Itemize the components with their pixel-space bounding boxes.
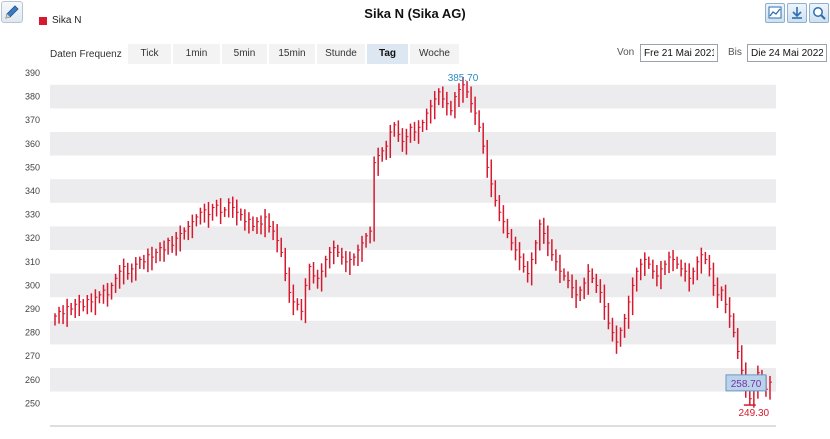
- frequency-label: Daten Frequenz: [50, 49, 122, 60]
- grid-band: [50, 179, 776, 203]
- grid-band: [50, 320, 776, 345]
- last-price-box: [725, 374, 767, 392]
- download-icon: [792, 7, 802, 19]
- y-tick-label: 270: [25, 351, 40, 361]
- low-label: 249.30: [739, 408, 770, 419]
- high-label: 385.70: [448, 73, 479, 84]
- tab-tick[interactable]: Tick: [128, 44, 171, 64]
- legend-label: Sika N: [52, 15, 82, 26]
- from-date-input[interactable]: [640, 44, 718, 62]
- tab-15min[interactable]: 15min: [269, 44, 315, 64]
- grid-band: [50, 226, 776, 250]
- y-tick-label: 260: [25, 375, 40, 385]
- y-tick-label: 310: [25, 257, 40, 267]
- to-date-input[interactable]: [747, 44, 827, 62]
- chart-title: Sika N (Sika AG): [364, 6, 466, 21]
- edit-button[interactable]: [1, 1, 23, 23]
- y-tick-label: 290: [25, 304, 40, 314]
- y-tick-label: 340: [25, 186, 40, 196]
- tab-5min[interactable]: 5min: [222, 44, 267, 64]
- y-tick-label: 380: [25, 92, 40, 102]
- y-tick-label: 330: [25, 210, 40, 220]
- y-tick-label: 300: [25, 280, 40, 290]
- grid-band: [50, 273, 776, 298]
- grid-band: [50, 132, 776, 156]
- to-label: Bis: [728, 47, 742, 58]
- tab-tag[interactable]: Tag: [367, 44, 408, 64]
- from-label: Von: [617, 47, 635, 58]
- y-tick-label: 280: [25, 328, 40, 338]
- chart-icon: [768, 6, 782, 19]
- legend: Sika N: [39, 15, 81, 26]
- tab-woche[interactable]: Woche: [410, 44, 459, 64]
- y-tick-label: 250: [25, 398, 40, 408]
- y-tick-label: 320: [25, 233, 40, 243]
- tab-1min[interactable]: 1min: [173, 44, 220, 64]
- tab-stunde[interactable]: Stunde: [317, 44, 365, 64]
- y-tick-label: 370: [25, 115, 40, 125]
- y-tick-label: 350: [25, 162, 40, 172]
- zoom-button[interactable]: [809, 3, 829, 23]
- y-tick-label: 390: [25, 68, 40, 78]
- legend-swatch: [39, 16, 47, 25]
- zoom-icon: [813, 7, 826, 20]
- pencil-icon: [5, 5, 19, 19]
- last-price-label: 258.70: [731, 379, 762, 390]
- grid-band: [50, 368, 776, 392]
- y-tick-label: 360: [25, 139, 40, 149]
- grid-band: [50, 84, 776, 109]
- chart-button[interactable]: [765, 3, 785, 23]
- download-button[interactable]: [787, 3, 807, 23]
